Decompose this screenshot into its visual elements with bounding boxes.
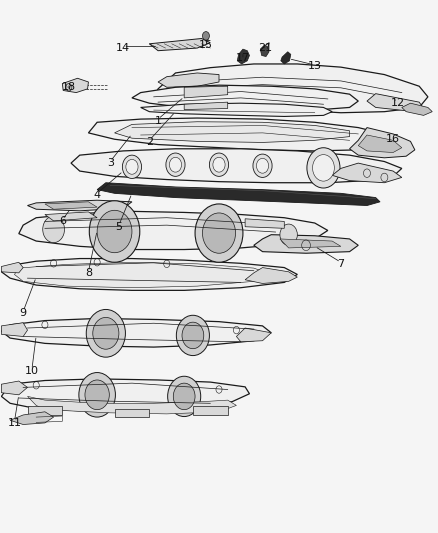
Circle shape	[209, 153, 229, 176]
Polygon shape	[237, 49, 250, 64]
Polygon shape	[19, 212, 328, 249]
Polygon shape	[254, 235, 358, 253]
Polygon shape	[1, 322, 28, 336]
Polygon shape	[332, 163, 402, 183]
Circle shape	[168, 376, 201, 417]
Polygon shape	[358, 135, 402, 152]
Text: 12: 12	[390, 98, 405, 108]
Polygon shape	[28, 407, 62, 415]
Text: 15: 15	[199, 40, 213, 50]
Circle shape	[195, 204, 243, 262]
Text: 10: 10	[25, 367, 39, 376]
Circle shape	[173, 383, 195, 410]
Circle shape	[307, 148, 340, 188]
Polygon shape	[281, 52, 291, 64]
Text: 17: 17	[236, 53, 250, 63]
Polygon shape	[1, 379, 250, 411]
Text: 5: 5	[115, 222, 122, 232]
Circle shape	[202, 31, 209, 40]
Polygon shape	[149, 38, 210, 51]
Text: 7: 7	[337, 259, 344, 269]
Polygon shape	[184, 102, 228, 110]
Polygon shape	[245, 219, 284, 228]
Circle shape	[85, 380, 110, 410]
Circle shape	[202, 213, 236, 253]
Polygon shape	[132, 85, 358, 111]
Text: 16: 16	[386, 134, 400, 144]
Polygon shape	[1, 318, 271, 347]
Polygon shape	[367, 94, 424, 112]
Polygon shape	[154, 64, 428, 113]
Circle shape	[79, 373, 116, 417]
Text: 4: 4	[94, 190, 101, 200]
Polygon shape	[97, 183, 380, 206]
Circle shape	[170, 157, 182, 172]
Text: 14: 14	[116, 43, 131, 53]
Polygon shape	[71, 149, 402, 183]
Polygon shape	[280, 239, 341, 248]
Circle shape	[313, 155, 334, 181]
Circle shape	[166, 153, 185, 176]
Circle shape	[182, 322, 204, 349]
Text: 1: 1	[155, 116, 162, 126]
Circle shape	[97, 211, 132, 253]
Polygon shape	[158, 73, 219, 87]
Text: 11: 11	[7, 418, 21, 428]
Circle shape	[280, 224, 297, 245]
Polygon shape	[350, 127, 415, 158]
Polygon shape	[402, 103, 432, 115]
Circle shape	[86, 310, 125, 357]
Polygon shape	[245, 268, 297, 284]
Polygon shape	[45, 202, 97, 209]
Circle shape	[213, 157, 225, 172]
Polygon shape	[88, 118, 393, 151]
Circle shape	[253, 154, 272, 177]
Polygon shape	[28, 200, 132, 211]
Text: 6: 6	[59, 216, 66, 227]
Polygon shape	[1, 259, 297, 290]
Circle shape	[177, 316, 209, 356]
Polygon shape	[260, 45, 269, 56]
Text: 13: 13	[308, 61, 322, 71]
Text: 9: 9	[20, 308, 27, 318]
Circle shape	[93, 317, 119, 349]
Circle shape	[89, 201, 140, 262]
Circle shape	[126, 159, 138, 174]
Text: 3: 3	[107, 158, 114, 168]
Text: 21: 21	[258, 43, 272, 53]
Circle shape	[43, 216, 64, 243]
Polygon shape	[1, 381, 28, 395]
Polygon shape	[45, 212, 97, 221]
Text: 2: 2	[146, 137, 153, 147]
Text: 8: 8	[85, 268, 92, 278]
Polygon shape	[184, 86, 228, 98]
Polygon shape	[237, 328, 271, 342]
Circle shape	[122, 155, 141, 179]
Text: 18: 18	[62, 82, 76, 92]
Polygon shape	[14, 262, 271, 288]
Polygon shape	[115, 409, 149, 417]
Polygon shape	[62, 78, 88, 93]
Polygon shape	[115, 122, 350, 142]
Polygon shape	[10, 412, 53, 424]
Polygon shape	[141, 103, 332, 116]
Polygon shape	[1, 262, 23, 273]
Polygon shape	[28, 397, 237, 414]
Circle shape	[256, 158, 268, 173]
Polygon shape	[193, 407, 228, 415]
